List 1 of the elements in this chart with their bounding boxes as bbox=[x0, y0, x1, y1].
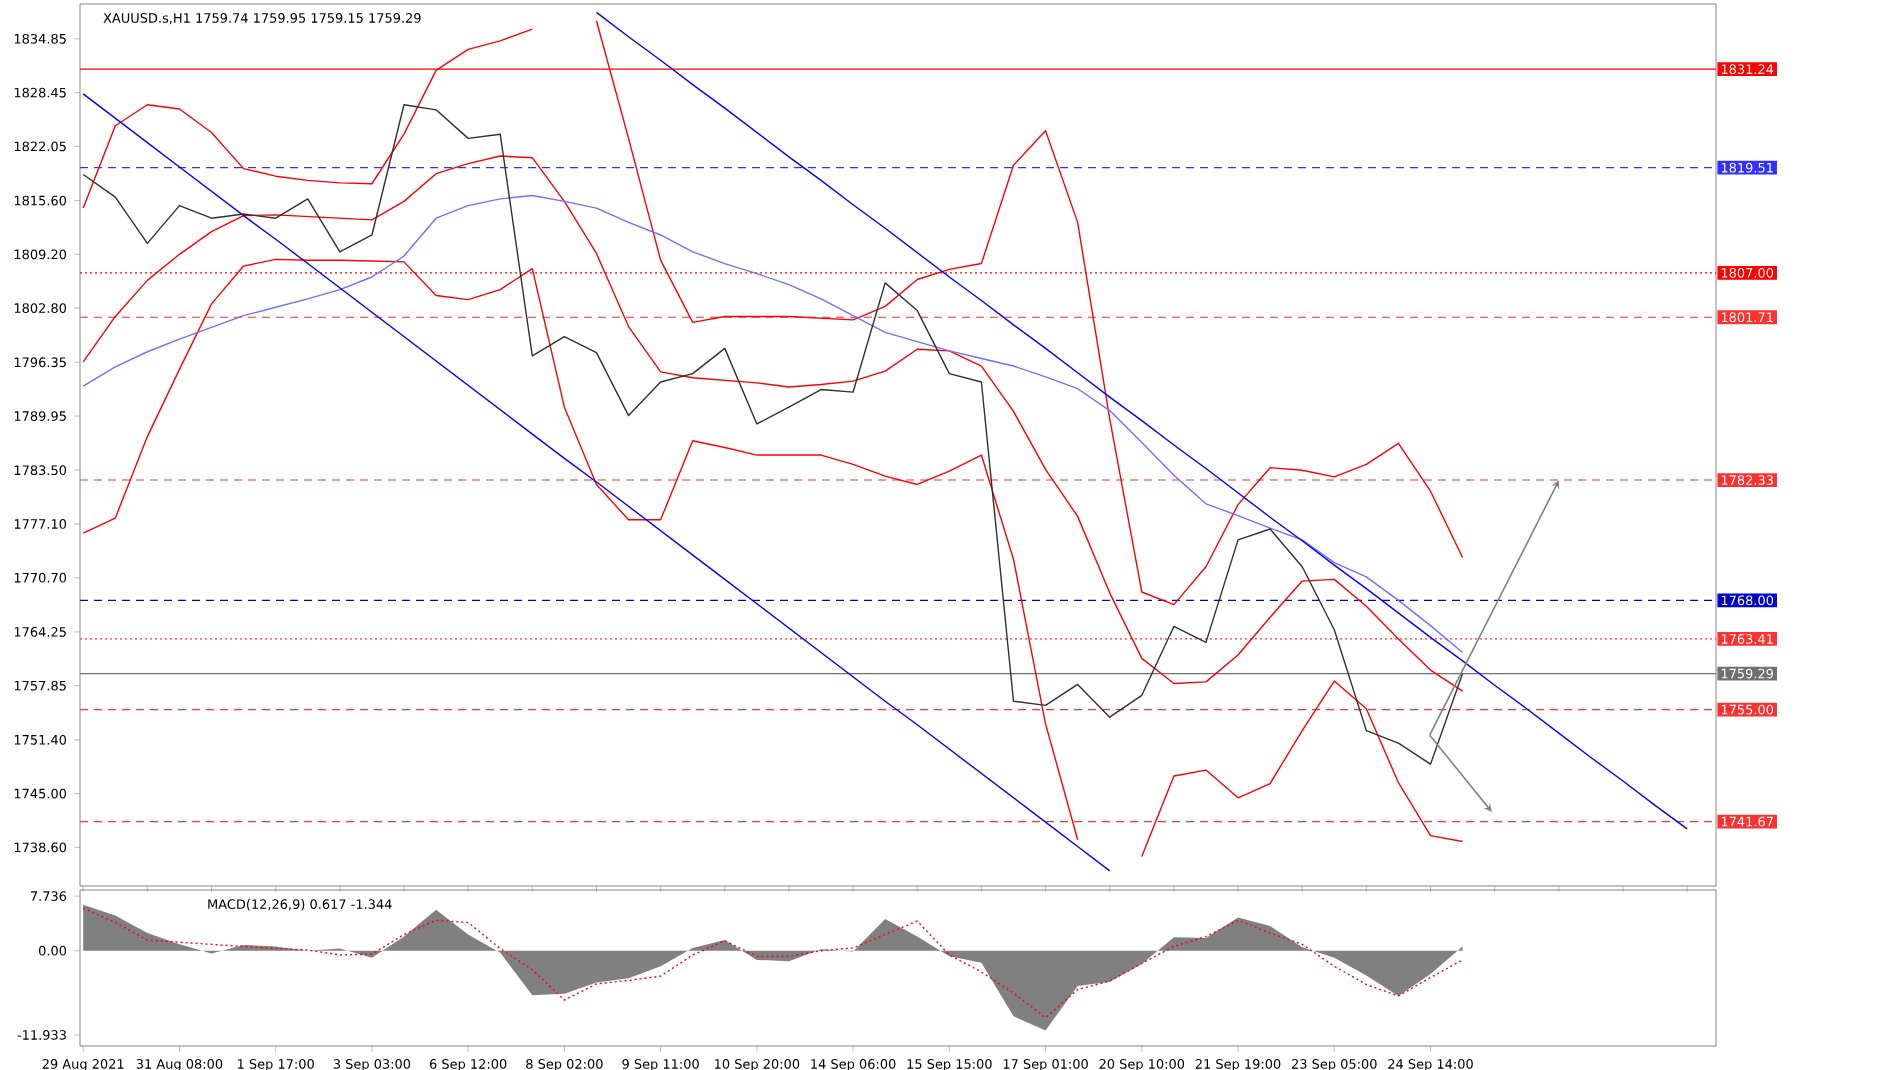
line-series bbox=[82, 104, 1464, 765]
